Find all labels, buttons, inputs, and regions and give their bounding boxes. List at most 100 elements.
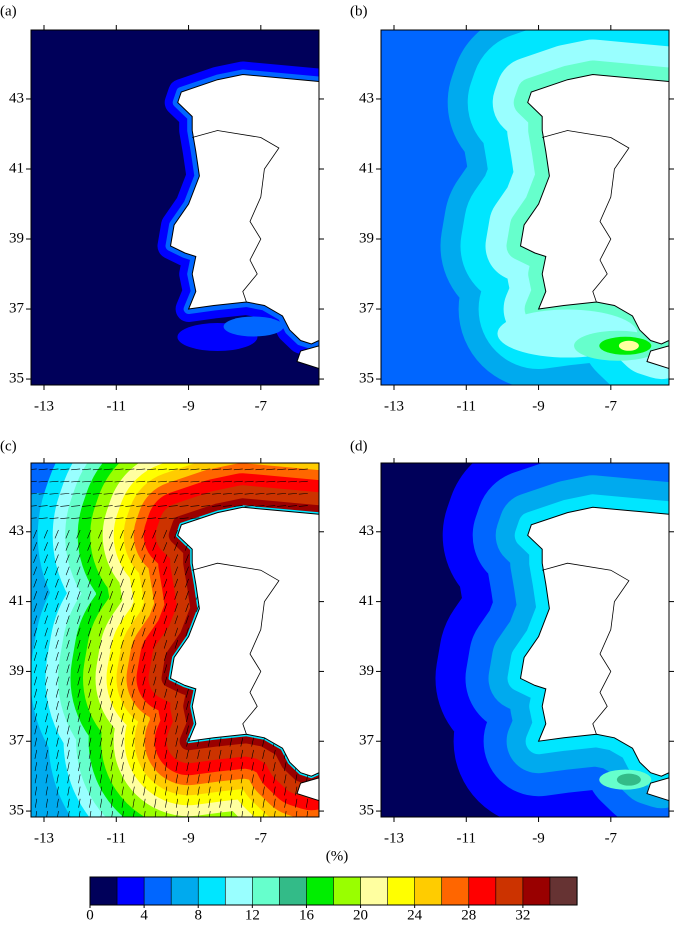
wind-vector: [56, 774, 59, 784]
wind-vector: [190, 493, 200, 495]
wind-vector: [298, 480, 308, 483]
y-tick-label: 37: [9, 733, 25, 749]
wind-vector: [197, 749, 200, 759]
wind-vector: [163, 627, 168, 637]
wind-vector: [76, 554, 81, 563]
colorbar-tick-label: 0: [86, 907, 94, 923]
wind-vector: [262, 774, 265, 784]
wind-vector: [174, 542, 178, 551]
wind-vector: [33, 615, 38, 625]
wind-vector: [35, 811, 38, 817]
wind-vector: [153, 713, 157, 723]
wind-vector: [114, 505, 124, 507]
map-field: [31, 463, 319, 817]
colorbar-box: [197, 876, 226, 906]
wind-vector: [60, 505, 70, 507]
wind-vector: [98, 566, 103, 576]
wind-vector: [131, 603, 135, 612]
wind-vector: [65, 542, 70, 551]
land: [169, 506, 319, 777]
wind-vector: [130, 529, 135, 539]
y-tick-label: 35: [359, 803, 374, 819]
wind-vector: [153, 688, 157, 698]
colorbar-label: (%): [326, 848, 349, 864]
wind-vector: [131, 615, 135, 625]
wind-vector: [54, 529, 59, 539]
wind-vector: [33, 639, 38, 649]
wind-vector: [306, 811, 309, 817]
colorbar-box: [441, 876, 470, 906]
y-tick-label: 41: [359, 593, 374, 609]
wind-vector: [222, 480, 232, 483]
wind-vector: [218, 749, 222, 759]
wind-vector: [87, 578, 92, 588]
y-tick-label: 35: [359, 370, 374, 386]
wind-vector: [229, 737, 233, 747]
wind-vector: [164, 774, 168, 784]
wind-vector: [142, 615, 146, 625]
wind-vector: [110, 713, 113, 723]
wind-vector: [208, 811, 211, 817]
wind-vector: [233, 505, 243, 507]
wind-vector: [87, 529, 92, 539]
wind-vector: [103, 505, 113, 507]
x-tick-label: -11: [107, 398, 126, 414]
wind-vector: [208, 786, 211, 796]
wind-vector: [222, 493, 232, 495]
wind-vector: [31, 468, 37, 470]
wind-vector: [251, 774, 254, 784]
wind-vector: [142, 725, 146, 735]
wind-vector: [266, 468, 276, 471]
wind-vector: [99, 664, 103, 674]
wind-vector: [66, 639, 70, 649]
wind-vector: [38, 468, 48, 471]
wind-vector: [49, 468, 59, 471]
wind-vector: [142, 639, 146, 649]
wind-vector: [185, 578, 189, 588]
y-tick-label: 43: [9, 90, 24, 106]
wind-vector: [130, 554, 135, 563]
wind-vector: [244, 505, 254, 507]
wind-vector: [165, 798, 168, 808]
wind-vector: [153, 676, 157, 686]
wind-vector: [233, 468, 243, 471]
wind-vector: [186, 749, 189, 759]
wind-vector: [154, 774, 157, 784]
wind-vector: [175, 798, 179, 808]
colorbar-frame: [89, 876, 578, 906]
wind-vector: [44, 591, 48, 600]
x-tick-label: -7: [255, 830, 268, 846]
wind-vector: [154, 811, 157, 817]
wind-vector: [168, 505, 178, 507]
wind-vector: [222, 468, 232, 471]
border: [192, 562, 280, 735]
y-tick-label: 37: [9, 300, 25, 316]
wind-vector: [60, 517, 70, 519]
wind-vector: [208, 774, 211, 784]
wind-vector: [31, 480, 37, 483]
wind-vector: [287, 493, 297, 495]
wind-vector: [110, 786, 113, 796]
wind-vector: [100, 798, 103, 808]
wind-vector: [109, 676, 113, 686]
wind-vector: [120, 652, 124, 661]
wind-vector: [67, 737, 70, 747]
wind-vector: [222, 505, 232, 507]
wind-vector: [44, 639, 48, 649]
colorbar-box: [170, 876, 199, 906]
wind-vector: [208, 762, 211, 772]
wind-vector: [33, 542, 38, 551]
wind-vector: [141, 603, 146, 612]
wind-vector: [88, 725, 92, 735]
colorbar-tick-label: 16: [299, 907, 315, 923]
wind-vector: [109, 627, 113, 637]
wind-vector: [98, 591, 103, 600]
wind-vector: [55, 664, 59, 674]
wind-vector: [174, 639, 178, 649]
wind-vector: [46, 811, 48, 817]
wind-vector: [163, 603, 168, 612]
wind-vector: [262, 762, 265, 772]
wind-vector: [273, 798, 276, 808]
wind-vector: [98, 554, 103, 563]
x-tick-label: -9: [532, 398, 545, 414]
